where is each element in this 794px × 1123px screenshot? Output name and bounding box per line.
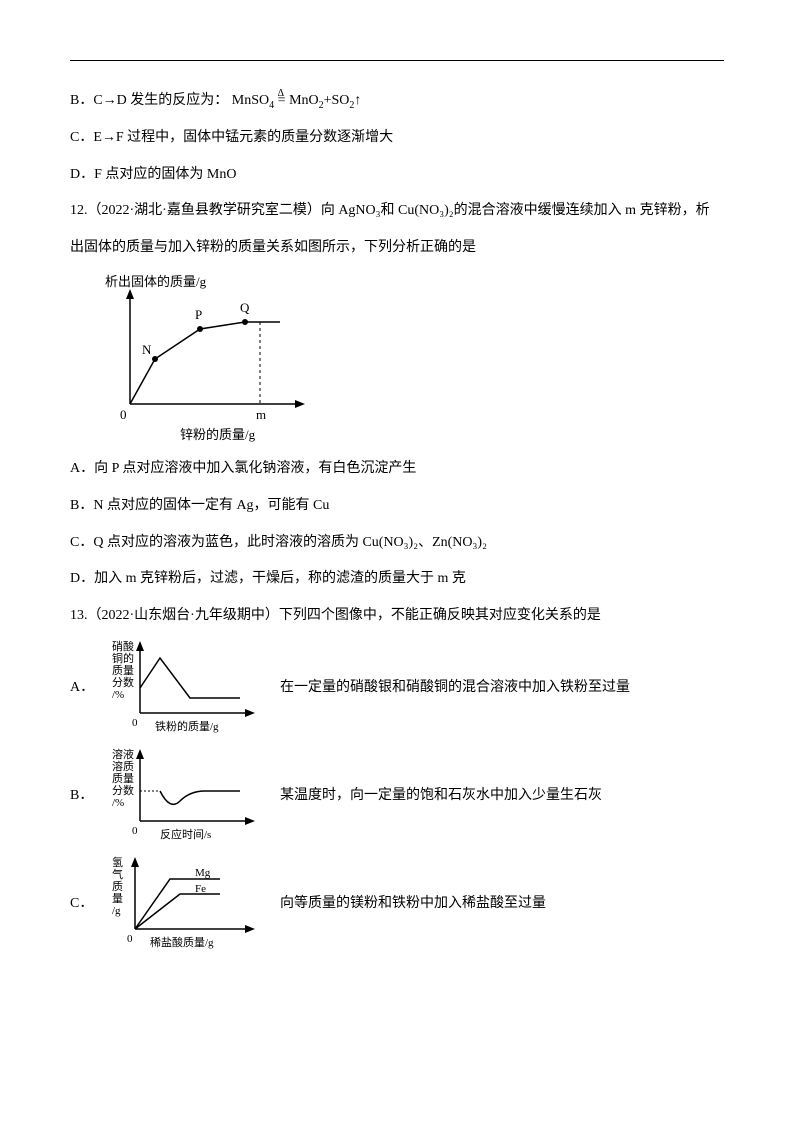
q13-optC-row: C． 氢 气 质 量 /g Mg Fe 0 稀盐酸质量/g 向等质量的镁粉和铁粉… (70, 854, 724, 954)
top-rule (70, 60, 724, 61)
q13C-yl4: 量 (112, 892, 123, 905)
q12-graph: 析出固体的质量/g N P Q m 0 锌粉的质量/g (100, 274, 724, 444)
q12-point-P: P (195, 307, 202, 322)
q13A-xlabel: 铁粉的质量/g (155, 719, 219, 733)
q13-optA-graph: 硝酸 铜的 质量 分数 /% 0 铁粉的质量/g (110, 638, 260, 738)
q13-optC-svg: 氢 气 质 量 /g Mg Fe 0 稀盐酸质量/g (110, 854, 260, 954)
q12-stem2: 出固体的质量与加入锌粉的质量关系如图所示，下列分析正确的是 (70, 233, 724, 264)
q13C-origin: 0 (127, 933, 133, 945)
q13-optC-graph: 氢 气 质 量 /g Mg Fe 0 稀盐酸质量/g (110, 854, 260, 954)
q11-optB-prefix: B．C→D 发生的反应为： (70, 93, 228, 108)
q13-optB-row: B． 溶液 溶质 质量 分数 /% 0 反应时间/s 某温度时，向一定量的饱和石… (70, 746, 724, 846)
q13A-yl3: 质量 (112, 664, 134, 677)
q12-ylabel: 析出固体的质量/g (105, 274, 207, 289)
q13A-yl5: /% (112, 689, 124, 701)
q13-optB-label: B． (70, 781, 100, 812)
q12-origin: 0 (120, 407, 127, 422)
q13B-yl1: 溶液 (112, 747, 134, 761)
q13-optA-row: A． 硝酸 铜的 质量 分数 /% 0 铁粉的质量/g 在一定量的硝酸银和硝酸铜… (70, 638, 724, 738)
q13A-yl2: 铜的 (112, 651, 134, 665)
q13-optA-label: A． (70, 673, 100, 704)
q13B-origin: 0 (132, 825, 138, 837)
q12-xmark: m (256, 407, 266, 422)
q13A-origin: 0 (132, 717, 138, 729)
q13A-yl4: 分数 (112, 676, 134, 689)
q12-stem1: 12.（2022·湖北·嘉鱼县教学研究室二模）向 AgNO₃和 Cu(NO₃)₂… (70, 196, 724, 227)
q13C-yl5: /g (112, 905, 121, 917)
q12-optD: D．加入 m 克锌粉后，过滤，干燥后，称的滤渣的质量大于 m 克 (70, 564, 724, 595)
q13A-yl1: 硝酸 (112, 639, 134, 653)
q11-optC: C．E→F 过程中，固体中锰元素的质量分数逐渐增大 (70, 123, 724, 154)
q13B-yl5: /% (112, 797, 124, 809)
q13C-yl3: 质 (112, 880, 123, 893)
q13B-xlabel: 反应时间/s (160, 827, 211, 841)
q13-optA-svg: 硝酸 铜的 质量 分数 /% 0 铁粉的质量/g (110, 638, 260, 738)
q12-xlabel: 锌粉的质量/g (180, 427, 256, 442)
q13C-Fe: Fe (195, 883, 206, 895)
q12-optB: B．N 点对应的固体一定有 Ag，可能有 Cu (70, 491, 724, 522)
q13-optB-svg: 溶液 溶质 质量 分数 /% 0 反应时间/s (110, 746, 260, 846)
q13-stem: 13.（2022·山东烟台·九年级期中）下列四个图像中，不能正确反映其对应变化关… (70, 601, 724, 632)
q13B-yl3: 质量 (112, 772, 134, 785)
q13-optA-text: 在一定量的硝酸银和硝酸铜的混合溶液中加入铁粉至过量 (280, 673, 724, 704)
q13B-yl2: 溶质 (112, 759, 134, 773)
q12-point-Q: Q (240, 300, 250, 315)
q11-optB: B．C→D 发生的反应为： MnSO4 =Δ MnO2+SO2↑ (70, 86, 724, 117)
q13C-Mg: Mg (195, 867, 211, 879)
q12-graph-svg: 析出固体的质量/g N P Q m 0 锌粉的质量/g (100, 274, 320, 444)
q13-optC-text: 向等质量的镁粉和铁粉中加入稀盐酸至过量 (280, 889, 724, 920)
q13C-yl1: 氢 (112, 855, 123, 869)
q11-optD: D．F 点对应的固体为 MnO (70, 160, 724, 191)
q13C-xlabel: 稀盐酸质量/g (150, 935, 214, 949)
q13-optC-label: C． (70, 889, 100, 920)
q12-point-N: N (142, 342, 152, 357)
q12-optA: A．向 P 点对应溶液中加入氯化钠溶液，有白色沉淀产生 (70, 454, 724, 485)
q13-optB-text: 某温度时，向一定量的饱和石灰水中加入少量生石灰 (280, 781, 724, 812)
q12-optC: C．Q 点对应的溶液为蓝色，此时溶液的溶质为 Cu(NO₃)₂、Zn(NO₃)₂ (70, 528, 724, 559)
q11-optB-formula: MnSO4 =Δ MnO2+SO2↑ (232, 93, 362, 108)
q13-optB-graph: 溶液 溶质 质量 分数 /% 0 反应时间/s (110, 746, 260, 846)
q13C-yl2: 气 (112, 867, 123, 881)
q13B-yl4: 分数 (112, 784, 134, 797)
